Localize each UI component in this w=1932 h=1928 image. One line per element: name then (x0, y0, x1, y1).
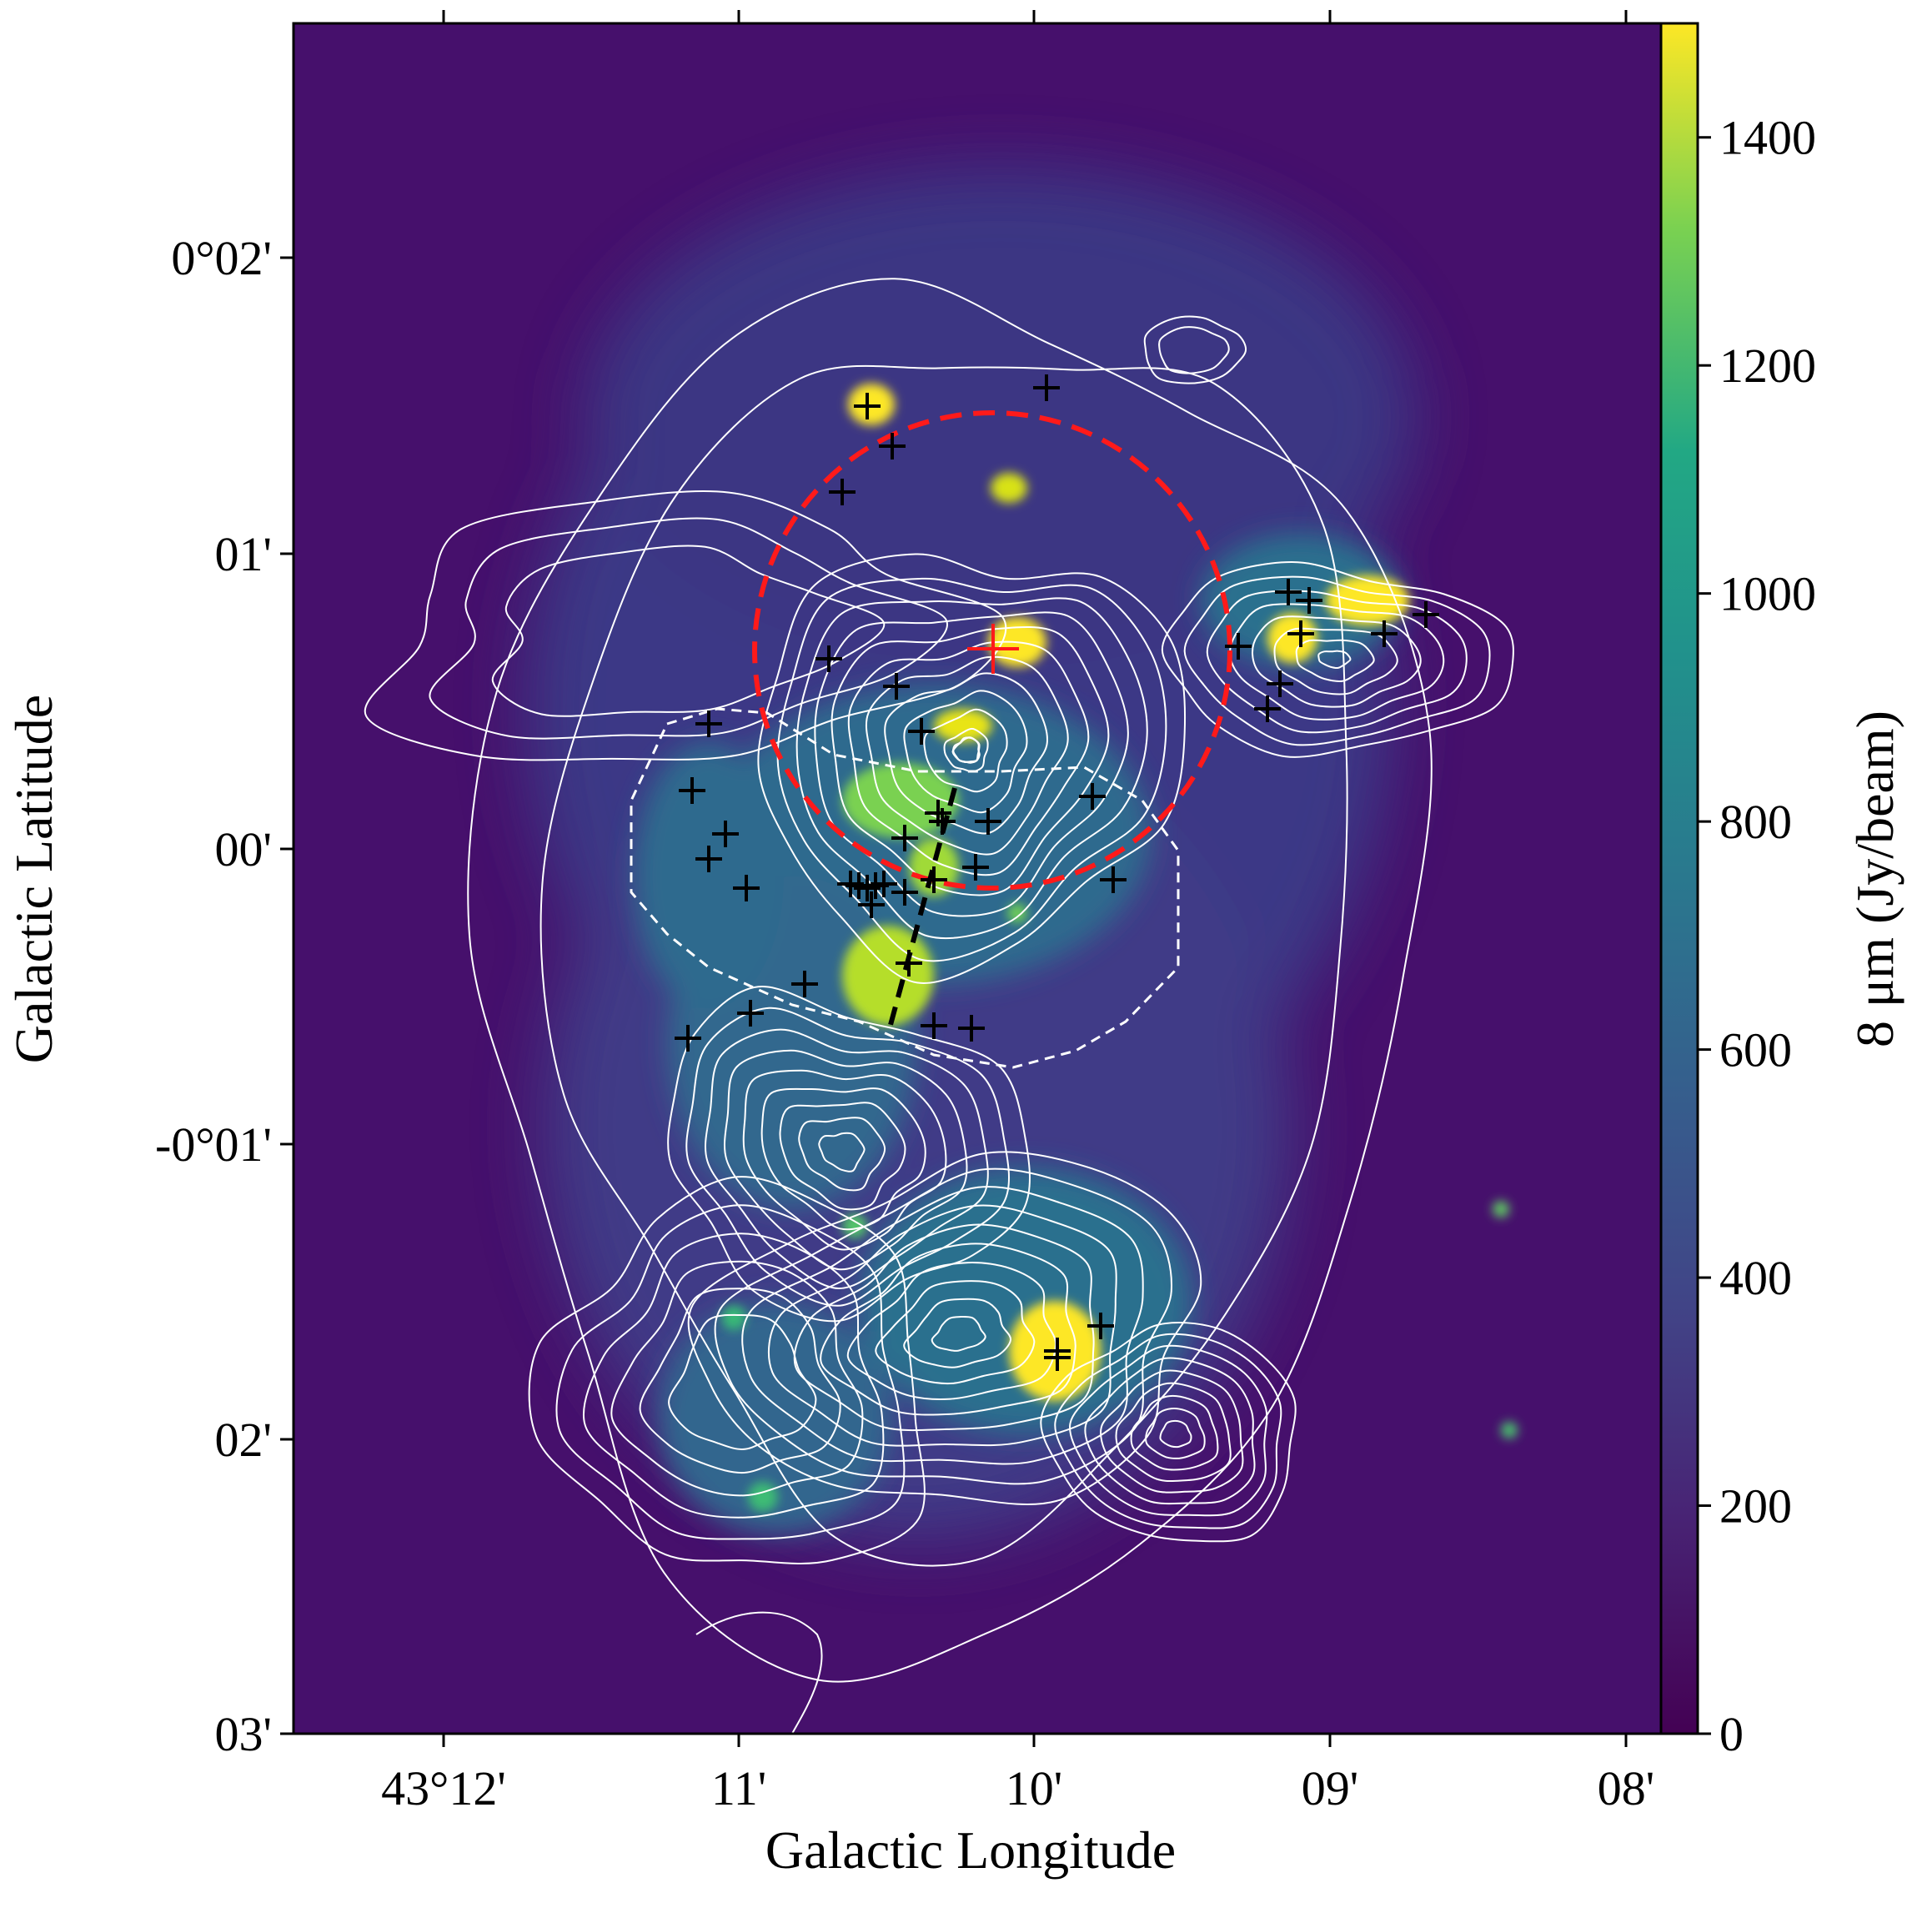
contour (798, 1117, 886, 1192)
contour-lines (364, 278, 1514, 1734)
contour (779, 1102, 906, 1211)
colorbar-tick-label: 200 (1719, 1479, 1792, 1534)
dashed-boundary (630, 707, 1180, 1069)
x-tick-label: 10' (1006, 1761, 1062, 1815)
contour (818, 1132, 866, 1172)
contour (923, 708, 1008, 793)
contour (467, 278, 1433, 1683)
contour (847, 640, 1090, 876)
contour (1158, 326, 1230, 374)
contour (1206, 590, 1468, 734)
contour (875, 1280, 1036, 1385)
contour (820, 1243, 1076, 1416)
contour (668, 1313, 817, 1450)
y-axis-title: Galactic Latitude (4, 695, 63, 1063)
y-tick-label: 0°02' (171, 231, 272, 285)
contour (1145, 1407, 1206, 1459)
colorbar-tick-label: 1000 (1719, 567, 1816, 621)
y-tick-label: 01' (215, 527, 272, 581)
contour (639, 1288, 841, 1474)
contour (903, 1298, 1012, 1368)
colorbar (1659, 22, 1699, 1735)
colorbar-tick-label: 800 (1719, 795, 1792, 849)
y-axis: 0°02' 01' 00' -0°01' 02' 03' (155, 231, 294, 1761)
x-axis: 43°12' 11' 10' 09' 08' (381, 10, 1654, 1815)
contour (1252, 615, 1422, 708)
colorbar-axis: 0 200 400 600 800 1000 1200 1400 (1698, 111, 1816, 1761)
y-tick-label: -0°01' (155, 1117, 272, 1172)
colorbar-tick-label: 600 (1719, 1023, 1792, 1077)
contour (705, 1028, 989, 1290)
contour (943, 727, 989, 773)
contour (865, 655, 1069, 856)
contour (695, 1611, 823, 1734)
x-tick-label: 43°12' (381, 1761, 506, 1815)
contour (884, 672, 1048, 835)
contour (831, 626, 1110, 896)
contour (903, 690, 1028, 814)
contour (1161, 561, 1514, 758)
contour (714, 1167, 1172, 1485)
contour (1054, 1333, 1282, 1529)
contour (610, 1260, 864, 1497)
contour (539, 364, 1348, 1567)
colorbar-label: 8 μm (Jy/beam) (1845, 710, 1904, 1047)
colorbar-tick-label: 1200 (1719, 339, 1816, 393)
dashed-circle (752, 410, 1232, 891)
source-markers (675, 374, 1439, 1371)
intensity-image (294, 23, 1661, 1734)
contour (1295, 639, 1375, 682)
contour (687, 1151, 1202, 1506)
colorbar-tick-label: 0 (1719, 1707, 1744, 1761)
contour (742, 1069, 947, 1251)
colorbar-tick-label: 400 (1719, 1251, 1792, 1305)
contour (1143, 315, 1247, 384)
contour (767, 1204, 1117, 1447)
contour (757, 553, 1187, 984)
y-tick-label: 02' (215, 1413, 272, 1467)
contour (1273, 627, 1398, 695)
contour (1159, 1419, 1192, 1449)
x-tick-label: 08' (1598, 1761, 1654, 1815)
contour (1040, 1322, 1297, 1543)
contour (951, 736, 981, 763)
contour (795, 597, 1148, 939)
contour (528, 1176, 926, 1564)
contour (1100, 1369, 1244, 1494)
center-marker (967, 624, 1019, 674)
contour (1084, 1357, 1256, 1505)
contour (1069, 1344, 1268, 1517)
contour (429, 517, 948, 740)
x-axis-title: Galactic Longitude (765, 1820, 1176, 1880)
contour (364, 490, 1007, 761)
contour (685, 1007, 1010, 1307)
contour (931, 1315, 986, 1352)
contour (667, 986, 1031, 1323)
y-tick-label: 00' (215, 822, 272, 876)
x-tick-label: 09' (1302, 1761, 1358, 1815)
contour (555, 1204, 906, 1540)
colorbar-tick-label: 1400 (1719, 111, 1816, 165)
contour (583, 1233, 885, 1519)
y-tick-label: 03' (215, 1707, 272, 1761)
contour (1183, 575, 1491, 746)
contour (776, 577, 1167, 962)
contour (1115, 1382, 1232, 1483)
x-tick-label: 11' (711, 1761, 766, 1815)
contour (846, 1262, 1057, 1400)
